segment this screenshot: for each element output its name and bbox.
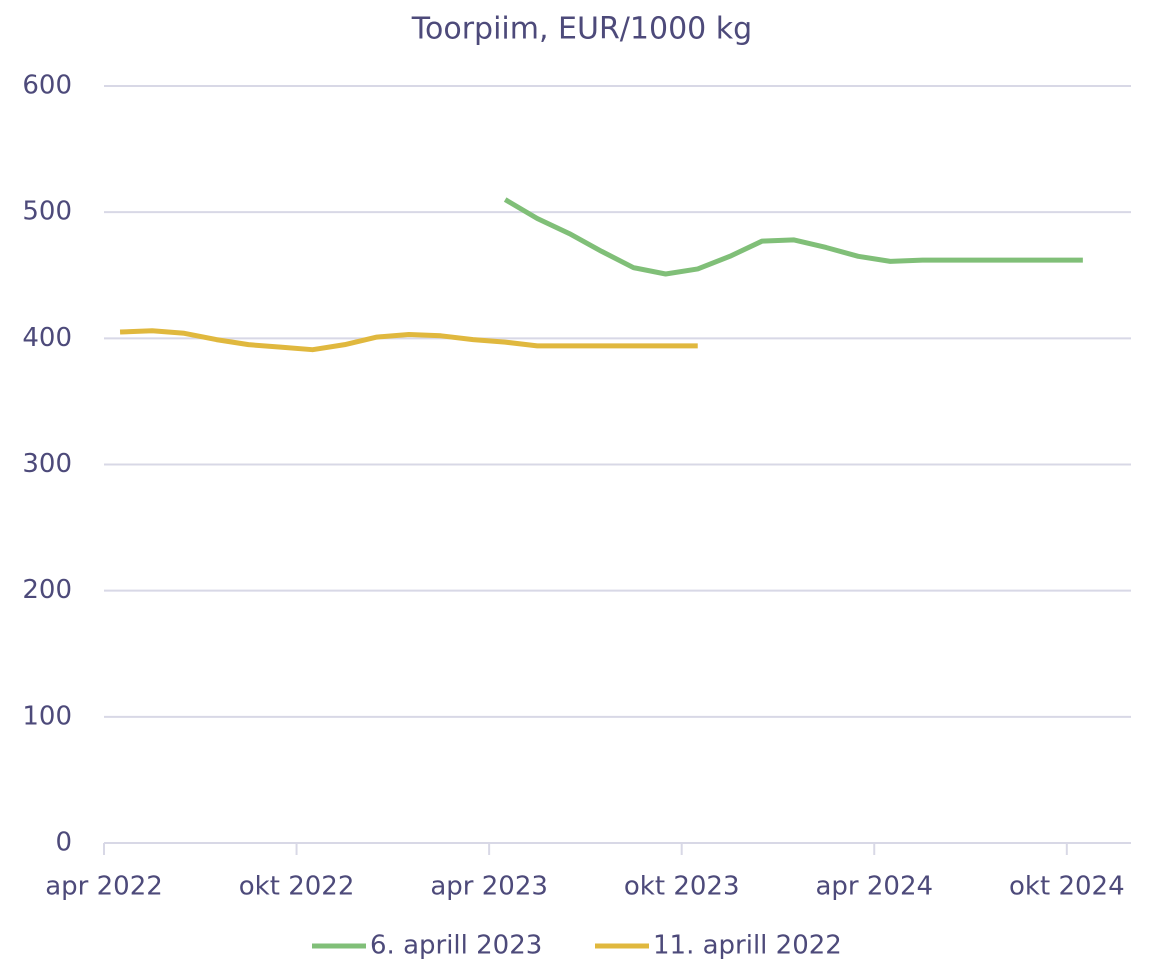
series-line xyxy=(503,197,1083,277)
y-tick-label: 600 xyxy=(22,71,72,101)
x-tick-label: apr 2022 xyxy=(45,872,163,902)
y-tick-label: 0 xyxy=(55,828,72,858)
x-tick-label: okt 2022 xyxy=(239,872,355,902)
y-tick-label: 500 xyxy=(22,197,72,227)
y-tick-label: 300 xyxy=(22,449,72,479)
y-tick-label: 200 xyxy=(22,575,72,605)
y-tick-label: 400 xyxy=(22,323,72,353)
chart-title: Toorpiim, EUR/1000 kg xyxy=(411,12,752,47)
series-line xyxy=(119,328,698,353)
x-tick-label: okt 2024 xyxy=(1009,872,1125,902)
x-tick-label: apr 2023 xyxy=(430,872,548,902)
legend-label: 11. aprill 2022 xyxy=(653,931,842,961)
x-tick-label: okt 2023 xyxy=(624,872,740,902)
x-tick-label: apr 2024 xyxy=(815,872,933,902)
legend-label: 6. aprill 2023 xyxy=(370,931,542,961)
y-tick-label: 100 xyxy=(22,701,72,731)
